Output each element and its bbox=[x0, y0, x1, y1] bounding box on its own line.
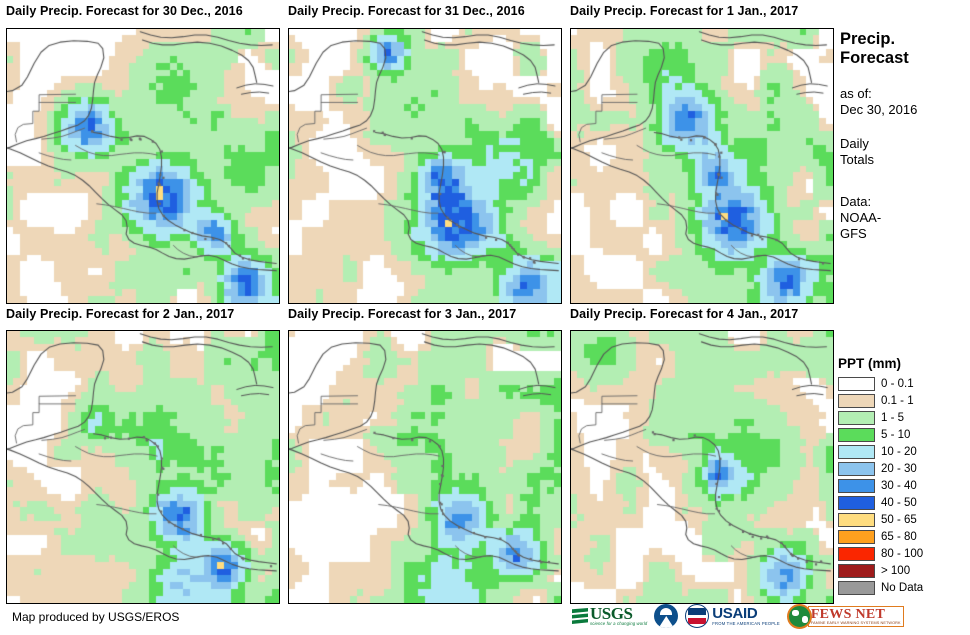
legend-label-0: 0 - 0.1 bbox=[881, 377, 914, 390]
usaid-logo-text: USAID bbox=[712, 604, 758, 622]
precip-map-1 bbox=[289, 29, 561, 303]
legend-item-6: 30 - 40 bbox=[838, 477, 968, 494]
asof-date: Dec 30, 2016 bbox=[840, 102, 918, 117]
usgs-wave-icon bbox=[572, 608, 588, 624]
fews-globe-icon bbox=[786, 603, 812, 629]
map-frame-1[interactable] bbox=[288, 28, 562, 304]
legend-label-10: 80 - 100 bbox=[881, 547, 924, 560]
fews-logo[interactable]: FEWS NET FAMINE EARLY WARNING SYSTEMS NE… bbox=[786, 603, 904, 629]
panel-title-2: Daily Precip. Forecast for 1 Jan., 2017 bbox=[570, 4, 799, 18]
legend-item-10: 80 - 100 bbox=[838, 545, 968, 562]
legend-label-12: No Data bbox=[881, 581, 924, 594]
map-frame-2[interactable] bbox=[570, 28, 834, 304]
legend-swatch-7 bbox=[838, 495, 875, 510]
panel-title-4: Daily Precip. Forecast for 3 Jan., 2017 bbox=[288, 307, 517, 321]
totals-line1: Daily bbox=[840, 136, 869, 151]
legend-swatch-3 bbox=[838, 427, 875, 442]
legend-item-2: 1 - 5 bbox=[838, 409, 968, 426]
legend-swatch-2 bbox=[838, 410, 875, 425]
legend-label-4: 10 - 20 bbox=[881, 445, 917, 458]
legend-item-12: No Data bbox=[838, 579, 968, 596]
asof-label: as of: bbox=[840, 86, 872, 101]
legend-item-3: 5 - 10 bbox=[838, 426, 968, 443]
sidebar-asof: as of: Dec 30, 2016 bbox=[840, 86, 968, 118]
legend-label-2: 1 - 5 bbox=[881, 411, 905, 424]
legend-label-3: 5 - 10 bbox=[881, 428, 911, 441]
legend-item-5: 20 - 30 bbox=[838, 460, 968, 477]
precip-map-3 bbox=[7, 331, 279, 603]
legend-swatch-4 bbox=[838, 444, 875, 459]
legend-item-11: > 100 bbox=[838, 562, 968, 579]
legend-item-4: 10 - 20 bbox=[838, 443, 968, 460]
legend-label-5: 20 - 30 bbox=[881, 462, 917, 475]
legend-rows: 0 - 0.1 0.1 - 1 1 - 5 5 - 10 10 - 20 20 - 30 3… bbox=[838, 375, 968, 596]
usgs-logo-text: USGS bbox=[590, 604, 633, 623]
legend-label-11: > 100 bbox=[881, 564, 911, 577]
legend-label-7: 40 - 50 bbox=[881, 496, 917, 509]
fews-logo-tagline: FAMINE EARLY WARNING SYSTEMS NETWORK bbox=[810, 620, 901, 625]
sidebar-totals: Daily Totals bbox=[840, 136, 968, 168]
panel-title-3: Daily Precip. Forecast for 2 Jan., 2017 bbox=[6, 307, 235, 321]
legend-swatch-6 bbox=[838, 478, 875, 493]
legend-swatch-0 bbox=[838, 376, 875, 391]
panel-title-1: Daily Precip. Forecast for 31 Dec., 2016 bbox=[288, 4, 525, 18]
sidebar-title-line1: Precip. bbox=[840, 30, 896, 48]
usaid-logo-tagline: FROM THE AMERICAN PEOPLE bbox=[712, 620, 780, 626]
legend-swatch-10 bbox=[838, 546, 875, 561]
sidebar: Precip. Forecast as of: Dec 30, 2016 Dai… bbox=[840, 30, 968, 242]
legend-swatch-12 bbox=[838, 580, 875, 595]
legend-item-7: 40 - 50 bbox=[838, 494, 968, 511]
map-frame-5[interactable] bbox=[570, 330, 834, 604]
usgs-logo-tagline: science for a changing world bbox=[590, 621, 648, 626]
data-label: Data: bbox=[840, 194, 872, 209]
precip-map-5 bbox=[571, 331, 833, 603]
legend-item-9: 65 - 80 bbox=[838, 528, 968, 545]
legend-label-1: 0.1 - 1 bbox=[881, 394, 914, 407]
panel-title-5: Daily Precip. Forecast for 4 Jan., 2017 bbox=[570, 307, 799, 321]
map-frame-4[interactable] bbox=[288, 330, 562, 604]
legend-swatch-5 bbox=[838, 461, 875, 476]
legend-item-8: 50 - 65 bbox=[838, 511, 968, 528]
legend-swatch-8 bbox=[838, 512, 875, 527]
forecast-panel-3: Daily Precip. Forecast for 2 Jan., 2017 bbox=[6, 307, 234, 321]
panel-title-0: Daily Precip. Forecast for 30 Dec., 2016 bbox=[6, 4, 243, 18]
agency-logos: USGS science for a changing world USAID … bbox=[572, 601, 904, 631]
forecast-panel-1: Daily Precip. Forecast for 31 Dec., 2016 bbox=[288, 4, 525, 18]
map-frame-0[interactable] bbox=[6, 28, 280, 304]
data-line1: NOAA- bbox=[840, 210, 882, 225]
precip-map-4 bbox=[289, 331, 561, 603]
legend-label-6: 30 - 40 bbox=[881, 479, 917, 492]
noaa-seal-icon bbox=[654, 604, 679, 628]
data-line2: GFS bbox=[840, 226, 867, 241]
usgs-logo[interactable]: USGS science for a changing world bbox=[572, 603, 647, 629]
legend-swatch-9 bbox=[838, 529, 875, 544]
precip-map-0 bbox=[7, 29, 279, 303]
usaid-logo[interactable]: USAID FROM THE AMERICAN PEOPLE bbox=[685, 603, 780, 629]
legend-item-0: 0 - 0.1 bbox=[838, 375, 968, 392]
usaid-seal-icon bbox=[685, 604, 710, 628]
precip-map-2 bbox=[571, 29, 833, 303]
totals-line2: Totals bbox=[840, 152, 874, 167]
sidebar-title-line2: Forecast bbox=[840, 49, 909, 67]
forecast-panel-2: Daily Precip. Forecast for 1 Jan., 2017 bbox=[570, 4, 798, 18]
map-frame-3[interactable] bbox=[6, 330, 280, 604]
legend-label-8: 50 - 65 bbox=[881, 513, 917, 526]
legend-swatch-1 bbox=[838, 393, 875, 408]
noaa-logo[interactable] bbox=[654, 603, 679, 629]
forecast-panel-0: Daily Precip. Forecast for 30 Dec., 2016 bbox=[6, 4, 243, 18]
sidebar-data-source: Data: NOAA- GFS bbox=[840, 194, 968, 242]
legend-label-9: 65 - 80 bbox=[881, 530, 917, 543]
legend: PPT (mm) 0 - 0.1 0.1 - 1 1 - 5 5 - 10 10 - 2… bbox=[838, 356, 968, 596]
legend-swatch-11 bbox=[838, 563, 875, 578]
forecast-panel-5: Daily Precip. Forecast for 4 Jan., 2017 bbox=[570, 307, 798, 321]
forecast-panel-4: Daily Precip. Forecast for 3 Jan., 2017 bbox=[288, 307, 516, 321]
fews-logo-text: FEWS NET bbox=[810, 606, 886, 622]
legend-title: PPT (mm) bbox=[838, 356, 902, 371]
legend-item-1: 0.1 - 1 bbox=[838, 392, 968, 409]
map-credit: Map produced by USGS/EROS bbox=[12, 610, 180, 624]
